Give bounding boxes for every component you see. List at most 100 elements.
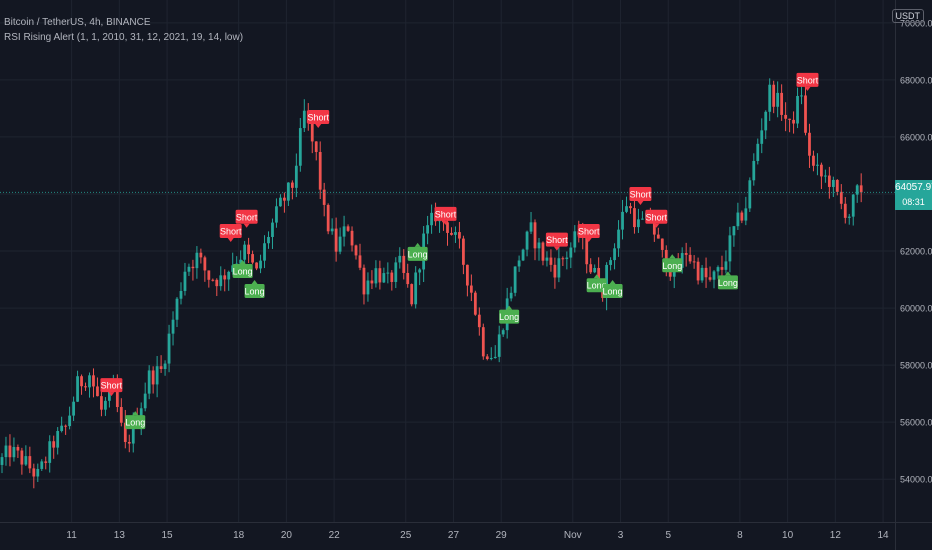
candle-body (804, 95, 807, 133)
long-signal: Long (244, 279, 265, 298)
signal-label: Short (578, 227, 600, 237)
candle-body (215, 279, 219, 287)
candle-body (414, 272, 418, 305)
long-signal: Long (499, 305, 519, 324)
signal-label: Short (101, 381, 123, 391)
candle-body (501, 330, 505, 335)
signal-box (244, 283, 265, 298)
candle-body (314, 141, 318, 152)
candle-body (366, 280, 370, 295)
candle-body (179, 290, 183, 299)
candle-body (68, 415, 72, 427)
signal-pointer (609, 279, 616, 284)
candle-body (593, 267, 597, 273)
currency-badge[interactable]: USDT (891, 9, 924, 23)
candle-body (378, 268, 382, 283)
signal-box (602, 283, 623, 298)
x-tick-label: 11 (66, 530, 77, 541)
candle-body (776, 92, 780, 107)
candle-body (788, 118, 791, 120)
candle-body (839, 191, 843, 204)
long-signal: Long (662, 254, 682, 273)
candle-body (533, 222, 537, 249)
candle-body (756, 143, 760, 161)
candle-body (716, 267, 720, 272)
candle-body (517, 260, 521, 267)
long-signal: Long (587, 274, 607, 293)
candle-body (32, 468, 36, 477)
candle-body (147, 370, 151, 394)
candle-body (549, 257, 553, 265)
y-tick-label: 54000.00 (900, 475, 932, 485)
candle-body (20, 450, 24, 465)
signal-pointer (724, 271, 731, 276)
candle-body (243, 244, 247, 260)
indicator-legend[interactable]: RSI Rising Alert (1, 1, 2010, 31, 12, 20… (4, 32, 244, 43)
candle-body (119, 407, 123, 423)
candle-body (696, 261, 700, 281)
candle-body (330, 228, 334, 232)
signal-label: Long (662, 261, 682, 271)
candle-body (450, 232, 453, 235)
candle-body (652, 222, 656, 235)
candle-body (473, 292, 477, 315)
candle-body (823, 175, 827, 177)
candle-body (720, 267, 724, 270)
candle-body (637, 219, 640, 228)
y-tick-label: 58000.00 (900, 361, 932, 371)
candle-body (744, 208, 748, 221)
candle-body (569, 247, 573, 258)
x-tick-label: 25 (400, 530, 412, 541)
long-signal: Long (233, 259, 253, 278)
candle-body (573, 231, 577, 248)
signal-box (577, 224, 600, 239)
candle-body (207, 270, 211, 280)
x-tick-label: 29 (496, 530, 508, 541)
candle-body (808, 132, 811, 156)
symbol-title[interactable]: Bitcoin / TetherUS, 4h, BINANCE (4, 17, 151, 28)
signal-label: Long (499, 312, 519, 322)
candle-body (271, 222, 274, 237)
candle-body (545, 257, 549, 261)
candle-body (390, 272, 394, 282)
candle-body (692, 261, 696, 263)
short-signal: Short (629, 186, 652, 205)
candle-body (851, 194, 855, 217)
candle-body (684, 253, 688, 255)
candle-body (724, 261, 728, 270)
signal-box (645, 209, 668, 224)
candle-body (513, 266, 517, 293)
candle-body (740, 212, 744, 221)
x-tick-label: 18 (233, 530, 245, 541)
candle-body (247, 244, 251, 255)
candle-body (812, 155, 815, 166)
candle-body (107, 388, 111, 401)
candle-body (521, 249, 525, 261)
candle-body (143, 393, 147, 409)
short-signal: Short (219, 224, 242, 243)
candle-body (76, 376, 79, 402)
long-signal: Long (602, 279, 623, 298)
candle-body (481, 327, 485, 357)
signal-pointer (653, 223, 660, 228)
signal-box (796, 72, 819, 87)
signal-label: Short (546, 235, 568, 245)
candle-body (418, 269, 422, 273)
candle-body (780, 92, 784, 115)
signal-pointer (243, 223, 250, 228)
candle-body (847, 216, 851, 218)
candle-body (302, 110, 306, 129)
candle-body (127, 441, 131, 444)
candle-body (48, 441, 52, 463)
short-signal: Short (577, 224, 600, 243)
candle-body (537, 242, 541, 249)
candle-body (633, 208, 636, 228)
candle-body (159, 366, 163, 369)
candle-body (831, 179, 835, 187)
candle-body (290, 182, 294, 188)
candle-body (151, 370, 155, 385)
signal-pointer (227, 238, 234, 243)
candle-body (4, 445, 8, 458)
candle-body (64, 425, 68, 427)
